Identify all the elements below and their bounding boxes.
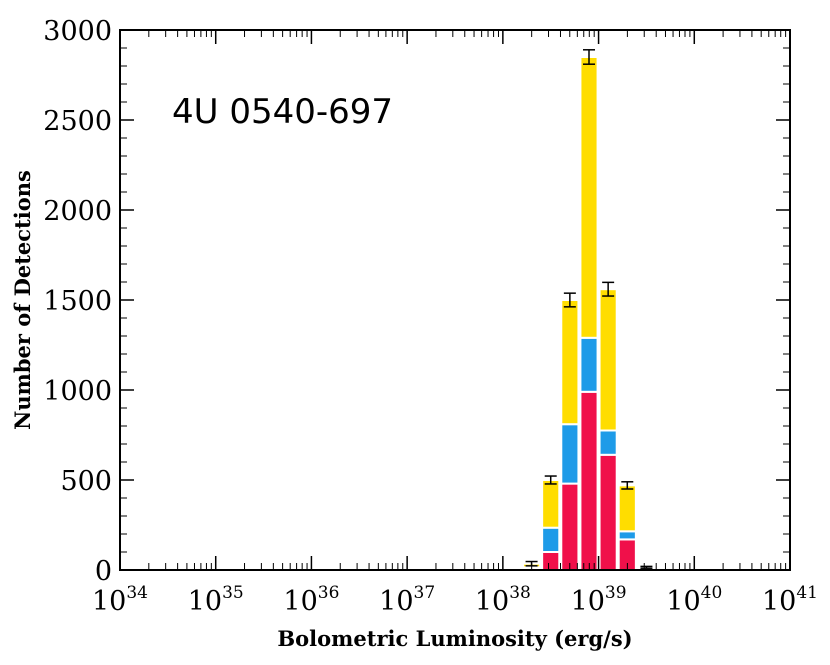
bar-yellow-segment	[579, 56, 599, 339]
x-tick-label: 1035	[188, 583, 244, 617]
y-tick-label: 1500	[43, 286, 112, 317]
x-tick-label: 1034	[92, 583, 148, 617]
y-tick-label: 3000	[43, 16, 112, 47]
y-tick-label: 0	[95, 556, 112, 587]
x-tick-label: 1040	[666, 583, 722, 617]
x-tick-label: 1037	[379, 583, 435, 617]
bar-yellow-segment	[560, 299, 580, 426]
bar-red-segment	[598, 453, 618, 571]
bar-yellow-segment	[541, 479, 561, 529]
bar-red-segment	[541, 551, 561, 571]
y-tick-label: 1000	[43, 376, 112, 407]
bar-blue-segment	[598, 429, 618, 456]
bar-yellow-segment	[598, 288, 618, 432]
tick-labels-layer: 1034 1035 1036 1037 1038 1039 1040 1041 0 500 1000…	[43, 16, 818, 617]
annotation-label: 4U 0540-697	[172, 92, 393, 132]
bar-red-segment	[560, 482, 580, 572]
x-tick-label: 1041	[762, 583, 818, 617]
x-tick-label: 1038	[475, 583, 531, 617]
bar-blue-segment	[617, 530, 637, 541]
ticks-layer	[119, 29, 791, 571]
y-axis-title: Number of Detections	[10, 170, 35, 430]
bar-yellow-segment	[617, 484, 637, 533]
y-tick-label: 500	[60, 466, 112, 497]
bar-blue-segment	[541, 526, 561, 554]
y-tick-label: 2000	[43, 196, 112, 227]
bar-red-segment	[579, 390, 599, 571]
bar-blue-segment	[579, 336, 599, 393]
x-axis-title: Bolometric Luminosity (erg/s)	[277, 626, 632, 651]
y-tick-label: 2500	[43, 106, 112, 137]
bars-layer	[522, 56, 656, 572]
bar-blue-segment	[560, 423, 580, 485]
x-tick-label: 1036	[283, 583, 339, 617]
x-tick-label: 1039	[571, 583, 627, 617]
